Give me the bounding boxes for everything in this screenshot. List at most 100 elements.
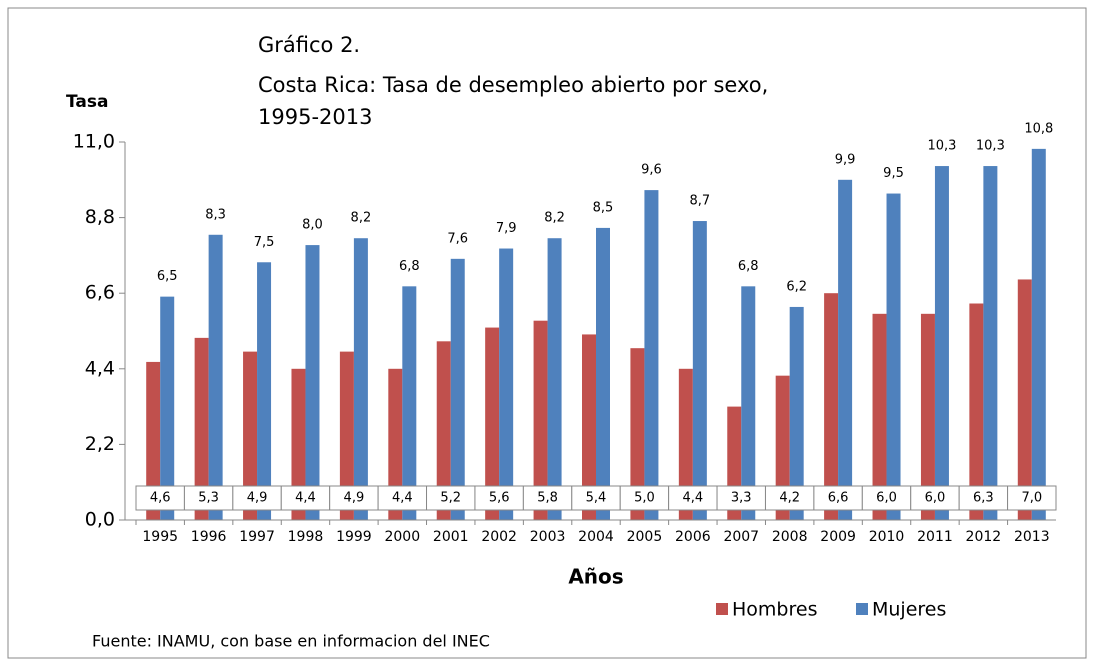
value-label: 6,8 [738, 259, 759, 274]
value-label-box [135, 485, 185, 511]
x-tick-label: 2010 [869, 529, 905, 545]
value-label: 3,3 [731, 491, 752, 506]
chart-title: Gráfico 2. [258, 33, 360, 57]
value-label-box [668, 485, 718, 511]
y-tick-label: 4,4 [85, 357, 115, 379]
value-label: 4,2 [779, 491, 800, 506]
value-label: 10,3 [927, 139, 956, 154]
value-label: 6,5 [157, 269, 178, 284]
bar [934, 166, 949, 520]
source-note: Fuente: INAMU, con base en informacion d… [92, 632, 490, 651]
bar [243, 351, 258, 520]
legend-label: Mujeres [872, 599, 946, 621]
bar [499, 248, 514, 520]
value-label: 6,0 [876, 491, 897, 506]
value-label: 4,6 [150, 491, 171, 506]
x-tick-label: 2011 [917, 529, 953, 545]
legend-swatch [856, 603, 868, 615]
bar [789, 306, 804, 520]
bar [692, 221, 707, 520]
value-label: 8,2 [544, 211, 565, 226]
x-tick-label: 2003 [530, 529, 566, 545]
value-label: 8,5 [593, 200, 614, 215]
value-label: 6,3 [973, 491, 994, 506]
x-tick-label: 1995 [142, 529, 178, 545]
x-tick-label: 2013 [1014, 529, 1050, 545]
value-label: 4,4 [392, 491, 413, 506]
bar [872, 313, 887, 520]
x-tick-label: 2006 [675, 529, 711, 545]
bar [353, 238, 368, 520]
y-tick-label: 6,6 [85, 282, 115, 304]
y-tick-label: 8,8 [85, 206, 115, 228]
y-axis-label: Tasa [66, 92, 108, 112]
bar [969, 303, 984, 520]
y-tick-label: 2,2 [85, 433, 115, 455]
y-tick-label: 0,0 [85, 509, 115, 531]
bar [146, 361, 161, 520]
bar [388, 368, 403, 520]
value-label: 8,7 [689, 194, 710, 209]
value-label-box [232, 485, 282, 511]
bar [339, 351, 354, 520]
bar [582, 334, 596, 520]
value-label: 4,9 [247, 491, 268, 506]
bar [291, 368, 306, 520]
value-label: 9,6 [641, 163, 662, 178]
value-label: 4,4 [295, 491, 316, 506]
x-tick-label: 1997 [239, 529, 275, 545]
value-label: 8,2 [351, 211, 372, 226]
bar [630, 348, 645, 520]
x-tick-label: 2005 [627, 529, 663, 545]
bar [160, 296, 175, 520]
value-label-box [571, 485, 621, 511]
value-label: 7,5 [254, 235, 275, 250]
x-tick-label: 1998 [288, 529, 324, 545]
value-label: 5,0 [634, 491, 655, 506]
value-label: 5,6 [489, 491, 510, 506]
value-label: 10,8 [1024, 121, 1053, 136]
bar [194, 337, 209, 520]
x-tick-label: 2002 [481, 529, 517, 545]
x-tick-label: 2001 [433, 529, 469, 545]
bar [208, 234, 223, 521]
x-axis-label: Años [568, 565, 623, 589]
value-label-box [426, 485, 476, 511]
x-tick-label: 2008 [772, 529, 808, 545]
bar [1031, 148, 1046, 520]
value-label: 8,3 [205, 207, 226, 222]
value-label-box [813, 485, 863, 511]
bar [644, 190, 659, 521]
x-tick-label: 2007 [723, 529, 759, 545]
value-label-box [861, 485, 912, 511]
value-label: 7,0 [1021, 491, 1042, 506]
value-label-box [329, 485, 379, 511]
value-label: 5,8 [537, 491, 558, 506]
legend-label: Hombres [732, 599, 817, 621]
bar [402, 286, 417, 520]
x-tick-label: 1996 [191, 529, 227, 545]
value-label: 5,2 [440, 491, 461, 506]
bar [257, 262, 272, 520]
x-tick-label: 2004 [578, 529, 614, 545]
value-label-box [910, 485, 960, 511]
bar [533, 320, 548, 520]
value-label: 6,0 [925, 491, 946, 506]
x-tick-label: 2012 [966, 529, 1002, 545]
bar [547, 238, 562, 520]
x-tick-label: 2000 [384, 529, 420, 545]
value-label-box [522, 485, 573, 511]
bar [886, 193, 901, 520]
bar [741, 286, 756, 520]
bar [775, 375, 790, 520]
value-label-box [619, 485, 670, 511]
bar [485, 327, 500, 520]
value-label-box [1007, 485, 1057, 511]
value-label: 6,8 [399, 259, 420, 274]
value-label-box [280, 485, 331, 511]
value-label: 7,9 [496, 221, 517, 236]
x-tick-label: 1999 [336, 529, 372, 545]
value-label: 4,4 [682, 491, 703, 506]
bar [596, 227, 610, 520]
